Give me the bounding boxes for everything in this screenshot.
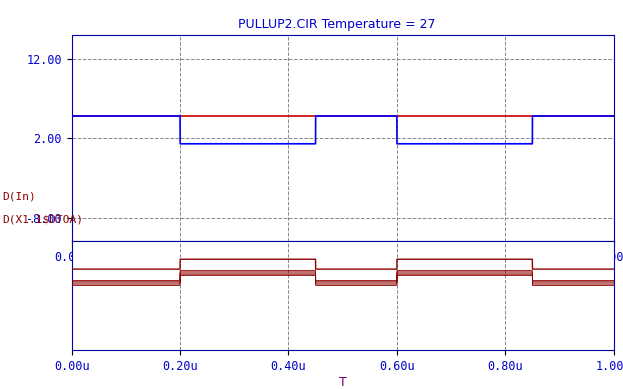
X-axis label: T: T (339, 376, 346, 389)
Text: v(PU2): v(PU2) (191, 298, 234, 310)
X-axis label: T: T (339, 284, 346, 297)
Text: PULLUP2.CIR Temperature = 27: PULLUP2.CIR Temperature = 27 (237, 18, 435, 30)
Text: v(PU1): v(PU1) (77, 298, 120, 310)
Text: D(X1.1$DTOA): D(X1.1$DTOA) (2, 215, 83, 225)
Text: D(In): D(In) (2, 191, 36, 202)
